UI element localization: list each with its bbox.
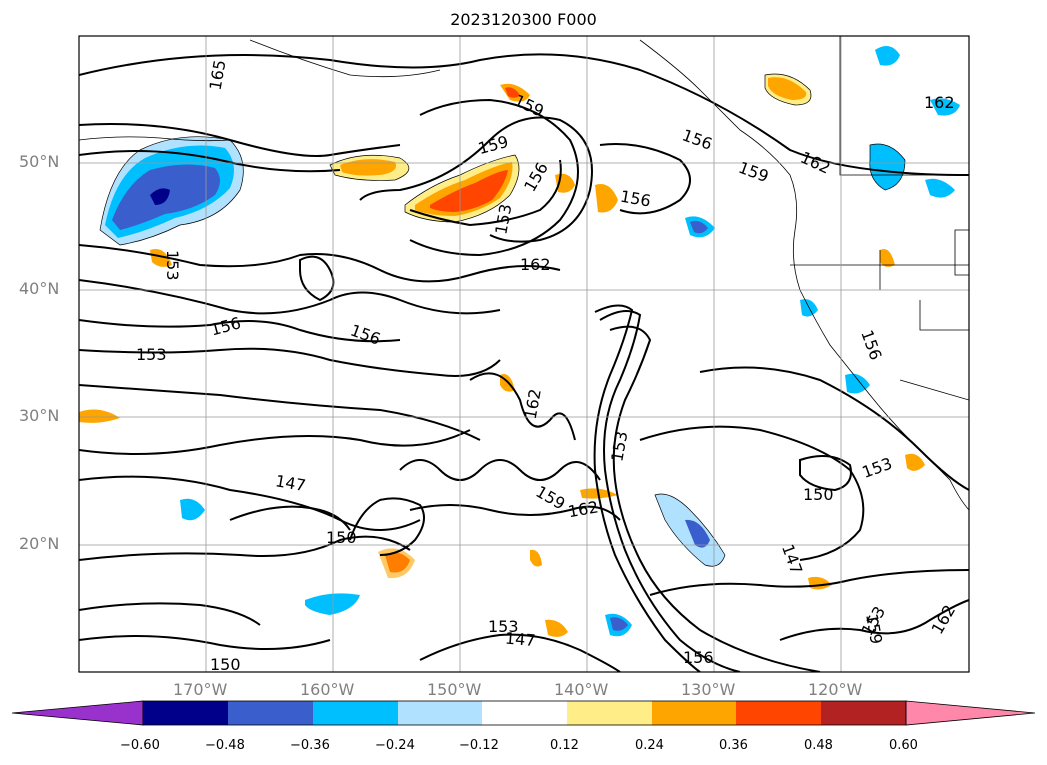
contour-label: 159 xyxy=(533,482,569,514)
lat-label: 30°N xyxy=(19,406,60,425)
contour-label: 156 xyxy=(857,327,885,362)
colorbar-segment xyxy=(398,701,482,725)
colorbar-segment xyxy=(143,701,228,725)
colorbar-segment xyxy=(313,701,398,725)
lon-label: 170°W xyxy=(173,680,228,699)
contour-label: 162 xyxy=(566,497,599,521)
contour-label: 162 xyxy=(924,93,955,112)
colorbar-tick-label: −0.36 xyxy=(290,738,330,753)
lon-label: 150°W xyxy=(427,680,482,699)
contour-label: 162 xyxy=(520,255,551,274)
colorbar-tick-label: 0.12 xyxy=(550,738,579,753)
lat-label: 20°N xyxy=(19,534,60,553)
contour-label: 153 xyxy=(860,454,895,482)
colorbar-segment xyxy=(228,701,313,725)
contour-label: 162 xyxy=(798,148,834,178)
contour-label: 153 xyxy=(607,430,631,463)
contour-label: 150 xyxy=(210,655,241,674)
contour-label: 147 xyxy=(504,629,536,651)
colorbar-segment xyxy=(736,701,821,725)
contour-label: 153 xyxy=(136,345,167,364)
contour-label: 156 xyxy=(208,313,242,339)
colorbar-segment xyxy=(482,701,567,725)
colorbar-tick-label: 0.48 xyxy=(804,738,833,753)
contour-label: 159 xyxy=(862,612,886,645)
colorbar xyxy=(11,700,1036,726)
shaded-field xyxy=(79,46,960,637)
contour-label: 165 xyxy=(206,58,230,91)
lon-label: 120°W xyxy=(808,680,863,699)
colorbar-extend-left xyxy=(11,700,144,726)
colorbar-tick-label: −0.48 xyxy=(205,738,245,753)
plot-frame xyxy=(78,35,970,673)
contour-label: 153 xyxy=(491,203,515,236)
contour-label: 159 xyxy=(476,132,510,158)
contour-label: 156 xyxy=(683,648,714,667)
contour-label-group: 165 162 159 159 156 156 156 156 153 153 … xyxy=(136,58,959,674)
lat-label: 50°N xyxy=(19,152,60,171)
contour-label: 147 xyxy=(274,471,307,495)
map-title: 2023120300 F000 xyxy=(450,10,597,29)
lon-label: 130°W xyxy=(681,680,736,699)
contour-label: 153 xyxy=(488,617,519,636)
colorbar-tick-label: −0.60 xyxy=(120,738,160,753)
contour-label: 159 xyxy=(736,158,771,186)
contour-label: 156 xyxy=(520,159,552,195)
contour-lines xyxy=(79,53,969,672)
colorbar-tick-label: −0.24 xyxy=(375,738,415,753)
contour-label: 153 xyxy=(163,250,182,281)
colorbar-extend-right xyxy=(905,700,1036,726)
colorbar-segment xyxy=(567,701,652,725)
colorbar-tick-label: −0.12 xyxy=(459,738,499,753)
contour-label: 147 xyxy=(778,542,806,577)
contour-label: 150 xyxy=(326,528,357,547)
gridlines xyxy=(79,36,969,672)
contour-label: 150 xyxy=(803,485,834,504)
contour-label: 156 xyxy=(348,320,383,348)
colorbar-segment xyxy=(652,701,736,725)
thin-contours xyxy=(99,73,906,567)
contour-label: 156 xyxy=(619,187,652,211)
lon-label: 140°W xyxy=(554,680,609,699)
lat-label: 40°N xyxy=(19,279,60,298)
colorbar-tick-label: 0.36 xyxy=(719,738,748,753)
lon-label: 160°W xyxy=(300,680,355,699)
colorbar-tick-label: 0.24 xyxy=(635,738,664,753)
contour-label: 162 xyxy=(521,387,545,420)
colorbar-segment xyxy=(821,701,906,725)
contour-label: 156 xyxy=(680,125,715,153)
colorbar-tick-label: 0.60 xyxy=(889,738,918,753)
